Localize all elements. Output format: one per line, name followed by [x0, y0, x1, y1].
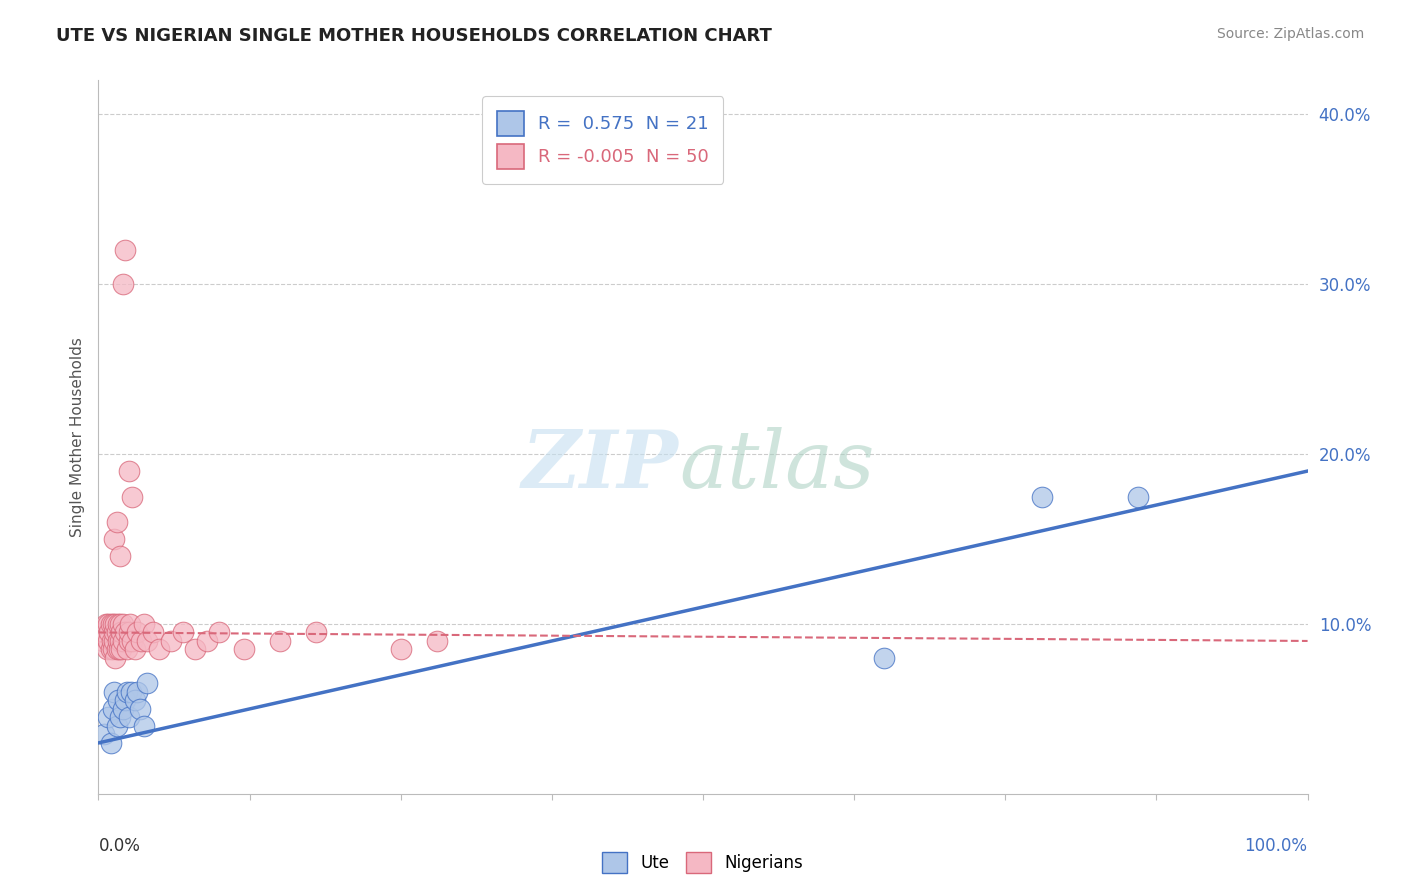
- Point: [100, 642, 122, 657]
- Point: [108, 642, 131, 657]
- Point: [105, 625, 128, 640]
- Point: [97, 617, 120, 632]
- Point: [94, 617, 117, 632]
- Point: [172, 625, 194, 640]
- Point: [389, 642, 412, 657]
- Point: [107, 693, 129, 707]
- Point: [111, 634, 134, 648]
- Point: [128, 702, 150, 716]
- Point: [97, 634, 120, 648]
- Point: [134, 719, 156, 733]
- Point: [103, 685, 125, 699]
- Text: 100.0%: 100.0%: [1244, 837, 1308, 855]
- Point: [91, 634, 114, 648]
- Legend: R =  0.575  N = 21, R = -0.005  N = 50: R = 0.575 N = 21, R = -0.005 N = 50: [482, 96, 724, 184]
- Point: [135, 676, 157, 690]
- Point: [118, 464, 141, 478]
- Point: [101, 642, 124, 657]
- Text: ZIP: ZIP: [522, 427, 679, 504]
- Point: [134, 617, 156, 632]
- Point: [96, 642, 118, 657]
- Point: [305, 625, 328, 640]
- Text: Source: ZipAtlas.com: Source: ZipAtlas.com: [1216, 27, 1364, 41]
- Text: UTE VS NIGERIAN SINGLE MOTHER HOUSEHOLDS CORRELATION CHART: UTE VS NIGERIAN SINGLE MOTHER HOUSEHOLDS…: [56, 27, 772, 45]
- Point: [114, 243, 136, 257]
- Point: [111, 702, 134, 716]
- Point: [184, 642, 207, 657]
- Point: [121, 634, 143, 648]
- Legend: Ute, Nigerians: Ute, Nigerians: [596, 846, 810, 880]
- Point: [127, 625, 149, 640]
- Point: [142, 625, 165, 640]
- Point: [160, 634, 183, 648]
- Point: [104, 617, 127, 632]
- Point: [208, 625, 231, 640]
- Point: [110, 625, 132, 640]
- Point: [129, 634, 152, 648]
- Point: [97, 710, 120, 724]
- Point: [108, 617, 131, 632]
- Point: [1128, 490, 1150, 504]
- Point: [103, 532, 125, 546]
- Point: [111, 277, 134, 292]
- Point: [103, 634, 125, 648]
- Point: [108, 634, 131, 648]
- Point: [117, 642, 139, 657]
- Point: [101, 702, 124, 716]
- Point: [105, 642, 128, 657]
- Point: [110, 642, 132, 657]
- Point: [195, 634, 218, 648]
- Point: [1031, 490, 1053, 504]
- Point: [107, 634, 129, 648]
- Point: [118, 634, 141, 648]
- Point: [118, 710, 141, 724]
- Text: atlas: atlas: [679, 427, 875, 504]
- Point: [118, 617, 141, 632]
- Point: [100, 634, 122, 648]
- Point: [111, 617, 134, 632]
- Point: [114, 625, 136, 640]
- Point: [118, 625, 141, 640]
- Point: [120, 685, 142, 699]
- Point: [426, 634, 449, 648]
- Point: [107, 617, 129, 632]
- Point: [100, 617, 122, 632]
- Point: [93, 727, 115, 741]
- Point: [127, 685, 149, 699]
- Point: [93, 625, 115, 640]
- Point: [121, 490, 143, 504]
- Point: [108, 710, 131, 724]
- Point: [108, 549, 131, 563]
- Point: [114, 693, 136, 707]
- Point: [124, 693, 146, 707]
- Point: [101, 617, 124, 632]
- Point: [103, 625, 125, 640]
- Text: 0.0%: 0.0%: [98, 837, 141, 855]
- Point: [873, 651, 896, 665]
- Point: [105, 719, 128, 733]
- Point: [117, 685, 139, 699]
- Point: [105, 515, 128, 529]
- Point: [269, 634, 291, 648]
- Y-axis label: Single Mother Households: Single Mother Households: [69, 337, 84, 537]
- Point: [232, 642, 254, 657]
- Point: [148, 642, 170, 657]
- Point: [104, 651, 127, 665]
- Point: [98, 625, 121, 640]
- Point: [124, 642, 146, 657]
- Point: [135, 634, 157, 648]
- Point: [100, 736, 122, 750]
